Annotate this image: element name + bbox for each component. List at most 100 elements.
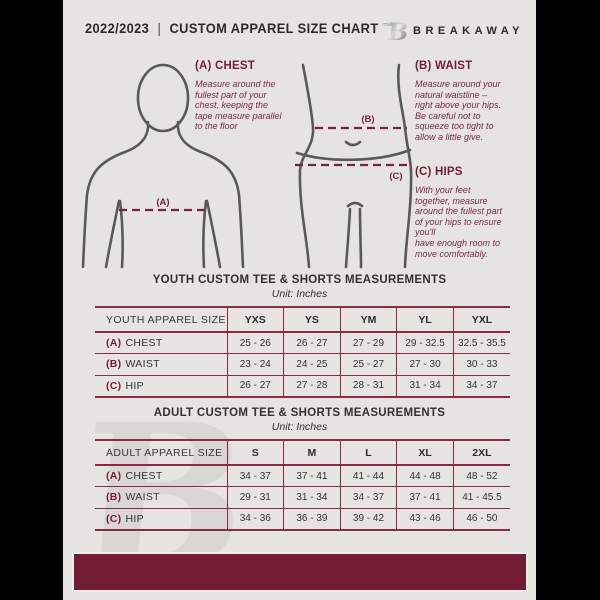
table-cell: 34 - 37 bbox=[452, 375, 510, 397]
figure-right-shoulder-arm bbox=[176, 120, 245, 269]
figure-left-inner-leg bbox=[344, 207, 352, 269]
youth-header-size: YOUTH APPAREL SIZE bbox=[95, 307, 227, 333]
table-cell: 27 - 28 bbox=[283, 375, 341, 397]
lower-body-figure: (B) (C) bbox=[295, 63, 413, 269]
table-cell: 27 - 29 bbox=[339, 332, 397, 354]
youth-header-ym: YM bbox=[339, 307, 397, 333]
hips-heading: (C) HIPS bbox=[415, 166, 463, 178]
figure-navel bbox=[344, 140, 362, 147]
youth-header-yxs: YXS bbox=[226, 307, 284, 333]
adult-chest-prefix: (A) bbox=[106, 470, 122, 482]
youth-table-title: YOUTH CUSTOM TEE & SHORTS MEASUREMENTS bbox=[152, 274, 447, 286]
table-cell: 23 - 24 bbox=[226, 353, 284, 376]
table-cell: 43 - 46 bbox=[396, 508, 454, 530]
adult-waist-text: WAIST bbox=[125, 491, 160, 504]
figure-right-inner-leg bbox=[358, 207, 363, 269]
adult-header-size: ADULT APPAREL SIZE bbox=[95, 440, 227, 466]
adult-hip-label: (C) HIP bbox=[95, 508, 227, 530]
table-cell: 46 - 50 bbox=[452, 508, 510, 530]
youth-header-yl: YL bbox=[396, 307, 454, 333]
table-cell: 31 - 34 bbox=[396, 375, 454, 397]
header-title: CUSTOM APPAREL SIZE CHART bbox=[169, 20, 379, 36]
breakaway-logo-icon: B bbox=[381, 17, 409, 46]
measurement-diagram: (A) (B) (C) bbox=[81, 63, 413, 269]
adult-header-row: ADULT APPAREL SIZE S M L XL 2XL bbox=[95, 440, 510, 466]
youth-hip-text: HIP bbox=[125, 379, 144, 392]
chest-measure-label: (A) bbox=[156, 197, 169, 208]
logo-dash-top bbox=[381, 23, 397, 26]
table-cell: 29 - 31 bbox=[226, 486, 284, 509]
youth-header-row: YOUTH APPAREL SIZE YXS YS YM YL YXL bbox=[95, 307, 510, 333]
youth-table-unit: Unit: Inches bbox=[271, 288, 328, 300]
youth-header-yxl: YXL bbox=[452, 307, 510, 333]
figure-right-torso-side bbox=[202, 199, 208, 269]
table-cell: 25 - 26 bbox=[226, 332, 284, 354]
figure-right-inner-arm bbox=[205, 199, 222, 269]
table-cell: 28 - 31 bbox=[339, 375, 397, 397]
youth-size-table: YOUTH APPAREL SIZE YXS YS YM YL YXL (A) C… bbox=[95, 306, 510, 398]
brand-name: BREAKAWAY bbox=[413, 25, 524, 37]
table-cell: 31 - 34 bbox=[283, 486, 341, 509]
table-cell: 26 - 27 bbox=[283, 332, 341, 354]
adult-table-unit: Unit: Inches bbox=[271, 421, 328, 433]
table-cell: 41 - 44 bbox=[339, 465, 397, 487]
adult-waist-row: (B) WAIST 29 - 31 31 - 34 34 - 37 37 - 41… bbox=[95, 486, 510, 509]
table-cell: 32.5 - 35.5 bbox=[452, 332, 510, 354]
table-cell: 44 - 48 bbox=[396, 465, 454, 487]
figure-right-hip-leg bbox=[397, 63, 413, 269]
youth-waist-text: WAIST bbox=[125, 358, 160, 371]
table-cell: 41 - 45.5 bbox=[452, 486, 510, 509]
chest-instructions: (A) CHEST Measure around the fullest par… bbox=[195, 60, 307, 132]
youth-waist-prefix: (B) bbox=[106, 358, 122, 371]
chest-heading: (A) CHEST bbox=[195, 60, 255, 72]
table-cell: 48 - 52 bbox=[452, 465, 510, 487]
adult-hip-row: (C) HIP 34 - 36 36 - 39 39 - 42 43 - 46 4… bbox=[95, 508, 510, 530]
table-cell: 37 - 41 bbox=[283, 465, 341, 487]
figure-hip-curve bbox=[295, 148, 412, 162]
youth-chest-row: (A) CHEST 25 - 26 26 - 27 27 - 29 29 - 32… bbox=[95, 332, 510, 354]
size-chart-page: B 2022/2023 | CUSTOM APPAREL SIZE CHART bbox=[63, 0, 536, 600]
page-content: 2022/2023 | CUSTOM APPAREL SIZE CHART B … bbox=[63, 0, 536, 600]
footer-accent-bar bbox=[72, 552, 528, 592]
youth-hip-prefix: (C) bbox=[106, 379, 122, 392]
youth-chest-text: CHEST bbox=[125, 337, 163, 349]
table-cell: 27 - 30 bbox=[396, 353, 454, 376]
table-cell: 29 - 32.5 bbox=[396, 332, 454, 354]
adult-waist-label: (B) WAIST bbox=[95, 486, 227, 509]
adult-header-l: L bbox=[339, 440, 397, 466]
header-divider: | bbox=[157, 20, 162, 36]
adult-hip-text: HIP bbox=[125, 512, 144, 525]
youth-waist-label: (B) WAIST bbox=[95, 353, 227, 376]
adult-chest-label: (A) CHEST bbox=[95, 465, 227, 487]
hips-instructions: (C) HIPS With your feet together, measur… bbox=[415, 166, 535, 259]
figure-left-torso-side bbox=[118, 199, 124, 269]
header-year: 2022/2023 bbox=[85, 20, 150, 36]
table-cell: 34 - 36 bbox=[226, 508, 284, 530]
figure-left-inner-arm bbox=[104, 199, 121, 269]
youth-chest-label: (A) CHEST bbox=[95, 332, 227, 354]
figure-head bbox=[136, 63, 190, 133]
youth-hip-row: (C) HIP 26 - 27 27 - 28 28 - 31 31 - 34 3… bbox=[95, 375, 510, 397]
youth-section-title: YOUTH CUSTOM TEE & SHORTS MEASUREMENTS U… bbox=[63, 274, 536, 300]
adult-header-m: M bbox=[283, 440, 341, 466]
youth-header-ys: YS bbox=[283, 307, 341, 333]
page-title: 2022/2023 | CUSTOM APPAREL SIZE CHART bbox=[85, 20, 379, 36]
table-cell: 30 - 33 bbox=[452, 353, 510, 376]
upper-body-figure: (A) bbox=[81, 63, 245, 269]
figure-crotch-curve bbox=[346, 201, 364, 208]
logo-letter: B bbox=[386, 17, 409, 46]
hips-body: With your feet together, measure around … bbox=[415, 185, 503, 259]
table-cell: 34 - 37 bbox=[339, 486, 397, 509]
adult-header-2xl: 2XL bbox=[452, 440, 510, 466]
table-cell: 25 - 27 bbox=[339, 353, 397, 376]
adult-waist-prefix: (B) bbox=[106, 491, 122, 504]
waist-body: Measure around your natural waistline – … bbox=[415, 79, 502, 143]
table-cell: 26 - 27 bbox=[226, 375, 284, 397]
waist-instructions: (B) WAIST Measure around your natural wa… bbox=[415, 60, 535, 143]
youth-waist-row: (B) WAIST 23 - 24 24 - 25 25 - 27 27 - 30… bbox=[95, 353, 510, 376]
waist-measure-label: (B) bbox=[361, 114, 374, 125]
table-cell: 39 - 42 bbox=[339, 508, 397, 530]
figure-left-shoulder-arm bbox=[81, 120, 150, 269]
adult-section-title: ADULT CUSTOM TEE & SHORTS MEASUREMENTS U… bbox=[63, 407, 536, 433]
